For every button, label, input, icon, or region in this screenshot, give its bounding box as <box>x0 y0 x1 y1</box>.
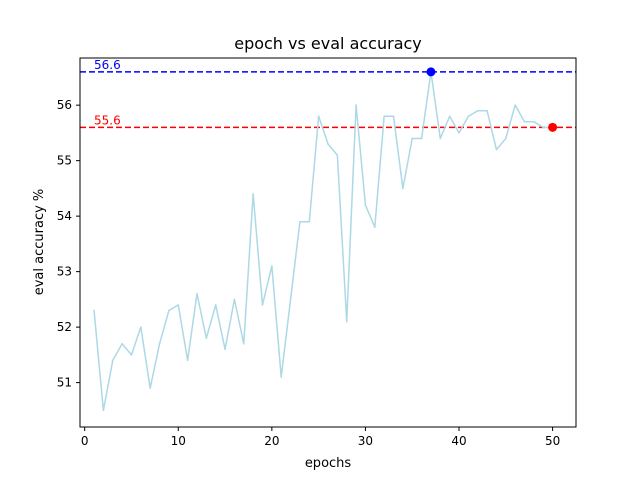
y-tick-label-55: 55 <box>57 154 72 168</box>
data-point-15 <box>224 348 226 351</box>
data-point-35 <box>411 137 414 140</box>
reference-marker-0 <box>426 67 436 77</box>
data-point-6 <box>140 326 142 328</box>
data-point-25 <box>317 115 320 118</box>
plot-area-frame <box>79 57 577 428</box>
y-tick-label-53: 53 <box>57 265 72 279</box>
x-tick-label-20: 20 <box>264 434 279 448</box>
data-point-39 <box>448 115 451 118</box>
data-point-44 <box>495 148 498 151</box>
data-point-45 <box>505 137 507 140</box>
data-point-3 <box>111 359 114 362</box>
data-point-16 <box>233 298 236 301</box>
chart-title: epoch vs eval accuracy <box>234 34 422 53</box>
data-point-30 <box>364 204 367 206</box>
data-point-23 <box>299 220 301 223</box>
x-tick-label-10: 10 <box>171 434 186 448</box>
data-point-36 <box>420 137 423 140</box>
data-point-49 <box>542 126 545 129</box>
series-group <box>93 71 554 412</box>
y-tick-label-51: 51 <box>57 376 72 390</box>
data-point-1 <box>93 309 95 312</box>
data-point-11 <box>186 359 189 362</box>
x-tick-label-0: 0 <box>81 434 89 448</box>
data-point-20 <box>271 265 273 267</box>
x-axis-ticks: 0 10 20 30 40 50 <box>81 427 560 448</box>
data-point-47 <box>523 121 526 123</box>
data-point-26 <box>327 143 329 145</box>
data-point-12 <box>196 293 198 295</box>
data-point-40 <box>458 132 460 134</box>
markers-group <box>426 67 558 132</box>
y-tick-label-56: 56 <box>57 98 72 112</box>
data-point-8 <box>158 342 161 345</box>
data-point-41 <box>467 115 470 118</box>
data-point-5 <box>130 354 133 356</box>
data-point-22 <box>289 298 292 301</box>
data-point-19 <box>261 304 264 306</box>
data-point-21 <box>280 376 283 378</box>
data-point-4 <box>121 342 123 345</box>
data-point-10 <box>177 304 180 306</box>
x-tick-label-40: 40 <box>451 434 466 448</box>
data-point-34 <box>402 187 404 190</box>
y-axis-ticks: 51 52 53 54 55 56 <box>57 98 80 390</box>
data-point-2 <box>102 409 105 412</box>
reference-lines: 56.6 55.6 <box>80 58 576 129</box>
data-point-43 <box>486 109 488 112</box>
data-point-13 <box>205 337 208 340</box>
data-point-48 <box>533 121 535 123</box>
reference-marker-1 <box>548 122 558 132</box>
x-tick-label-50: 50 <box>545 434 560 448</box>
data-point-14 <box>214 304 217 306</box>
data-point-33 <box>392 115 395 118</box>
y-tick-label-52: 52 <box>57 320 72 334</box>
data-point-31 <box>373 226 376 229</box>
data-point-18 <box>252 193 254 195</box>
x-axis-label: epochs <box>305 456 352 471</box>
data-point-27 <box>336 154 339 156</box>
reference-label-1: 55.6 <box>94 113 121 127</box>
data-point-29 <box>355 104 357 106</box>
data-point-46 <box>514 104 516 106</box>
data-point-28 <box>345 320 348 323</box>
y-tick-label-54: 54 <box>57 209 72 223</box>
reference-label-0: 56.6 <box>94 58 121 72</box>
data-point-38 <box>439 137 442 140</box>
data-point-9 <box>168 309 170 312</box>
data-point-32 <box>383 115 385 118</box>
series-line-0 <box>93 71 553 412</box>
data-point-24 <box>308 220 311 223</box>
data-point-17 <box>242 342 245 345</box>
data-point-7 <box>149 387 151 389</box>
y-axis-label: eval accuracy % <box>32 189 47 296</box>
data-point-42 <box>476 109 479 112</box>
x-tick-label-30: 30 <box>358 434 373 448</box>
